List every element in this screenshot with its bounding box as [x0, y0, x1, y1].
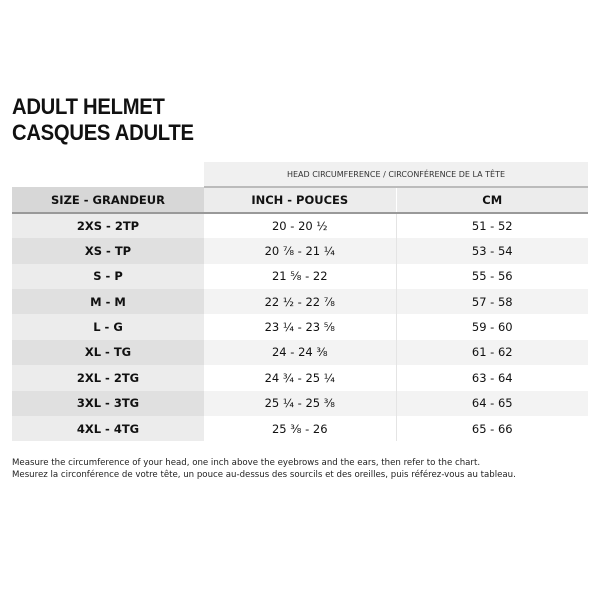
title-french: CASQUES ADULTE: [12, 120, 194, 145]
size-cell: M - M: [12, 288, 204, 315]
page-title: ADULT HELMET CASQUES ADULTE: [12, 94, 209, 146]
size-cell: S - P: [12, 263, 204, 289]
table-row: 2XL - 2TG 24 ¾ - 25 ¼ 63 - 64: [12, 365, 588, 391]
cm-cell: 61 - 62: [396, 339, 588, 366]
table-row: 2XS - 2TP 20 - 20 ½ 51 - 52: [12, 212, 588, 239]
table-row: 3XL - 3TG 25 ¼ - 25 ⅜ 64 - 65: [12, 390, 588, 416]
inch-cell: 25 ¼ - 25 ⅜: [204, 390, 397, 416]
inch-cell: 22 ½ - 22 ⅞: [204, 288, 397, 315]
cm-cell: 55 - 56: [396, 263, 588, 289]
cm-cell: 57 - 58: [396, 288, 588, 315]
inch-cell: 23 ¼ - 23 ⅝: [204, 314, 397, 340]
inch-cell: 24 - 24 ⅜: [204, 339, 397, 366]
inch-cell: 20 ⅞ - 21 ¼: [204, 238, 397, 264]
size-cell: 4XL - 4TG: [12, 415, 204, 442]
inch-cell: 21 ⅝ - 22: [204, 263, 397, 289]
size-chart-table: HEAD CIRCUMFERENCE / CIRCONFÉRENCE DE LA…: [12, 162, 588, 442]
cm-cell: 59 - 60: [396, 314, 588, 340]
cm-cell: 64 - 65: [396, 390, 588, 416]
size-cell: XL - TG: [12, 339, 204, 366]
table-row: S - P 21 ⅝ - 22 55 - 56: [12, 263, 588, 289]
inch-cell: 24 ¾ - 25 ¼: [204, 365, 397, 391]
measurement-instructions: Measure the circumference of your head, …: [12, 458, 516, 481]
column-header-size: SIZE - GRANDEUR: [12, 187, 204, 214]
size-cell: XS - TP: [12, 238, 204, 264]
table-row: 4XL - 4TG 25 ⅜ - 26 65 - 66: [12, 415, 588, 442]
table-row: XL - TG 24 - 24 ⅜ 61 - 62: [12, 339, 588, 366]
cm-cell: 51 - 52: [396, 212, 588, 239]
column-header-cm: CM: [396, 187, 588, 214]
cm-cell: 53 - 54: [396, 238, 588, 264]
cm-cell: 65 - 66: [396, 415, 588, 442]
table-row: M - M 22 ½ - 22 ⅞ 57 - 58: [12, 288, 588, 315]
group-header-row: HEAD CIRCUMFERENCE / CIRCONFÉRENCE DE LA…: [12, 162, 588, 189]
size-cell: 3XL - 3TG: [12, 390, 204, 416]
cm-cell: 63 - 64: [396, 365, 588, 391]
title-english: ADULT HELMET: [12, 94, 165, 119]
size-cell: 2XL - 2TG: [12, 365, 204, 391]
table-row: XS - TP 20 ⅞ - 21 ¼ 53 - 54: [12, 238, 588, 264]
column-header-row: SIZE - GRANDEUR INCH - POUCES CM: [12, 187, 588, 214]
head-circumference-header: HEAD CIRCUMFERENCE / CIRCONFÉRENCE DE LA…: [204, 162, 588, 189]
inch-cell: 25 ⅜ - 26: [204, 415, 397, 442]
instructions-french: Mesurez la circonférence de votre tête, …: [12, 469, 516, 480]
size-cell: 2XS - 2TP: [12, 212, 204, 239]
column-header-inch: INCH - POUCES: [204, 187, 397, 214]
instructions-english: Measure the circumference of your head, …: [12, 458, 481, 468]
size-cell: L - G: [12, 314, 204, 340]
table-row: L - G 23 ¼ - 23 ⅝ 59 - 60: [12, 314, 588, 340]
inch-cell: 20 - 20 ½: [204, 212, 397, 239]
